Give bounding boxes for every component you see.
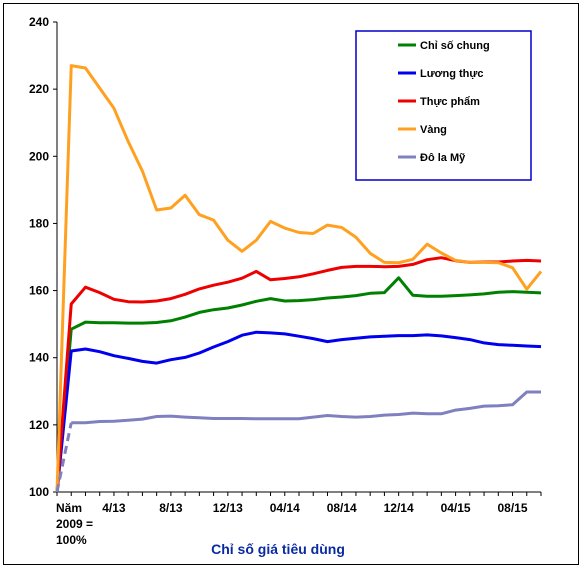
x-tick-label: 4/13 [102,501,126,515]
series-line [55,330,542,493]
y-axis-tick-labels: 100 120 140 160 180 200 220 240 [29,15,49,499]
x-tick-label-line: 2009 = [56,517,93,531]
y-tick-label: 160 [29,284,49,298]
legend-box [355,30,532,181]
y-tick-label: 100 [29,485,49,499]
x-tick-label-line: 4/13 [102,501,126,515]
legend-label: Vàng [420,124,447,136]
x-tick-label: 12/14 [384,501,414,515]
x-tick-label: 04/15 [441,501,471,515]
legend-label: Thực phẩm [420,96,480,108]
y-tick-label: 120 [29,418,49,432]
legend-label: Đô la Mỹ [420,152,466,164]
x-tick-label-line: Năm [56,501,82,515]
legend-label: Chỉ số chung [420,40,490,52]
y-tick-label: 240 [29,15,49,29]
series-line [71,390,541,425]
x-tick-label-line: 04/14 [270,501,300,515]
series-line-segment [55,422,73,493]
series-line [55,276,542,493]
series-line [55,256,542,493]
y-tick-label: 140 [29,351,49,365]
chart-frame [3,3,579,565]
legend-label: Lương thực [420,68,483,80]
y-tick-label: 200 [29,149,49,163]
x-axis-title: Chỉ số giá tiêu dùng [211,541,345,557]
x-axis-tick-labels: Năm 2009 = 100% 4/13 8/13 12/13 04/14 08/14 12/1… [56,501,528,547]
x-tick-label-line: 08/14 [327,501,357,515]
x-tick-label-line: 100% [56,533,87,547]
y-tick-label: 180 [29,216,49,230]
x-tick-label-line: 08/15 [498,501,528,515]
x-tick-label-line: 12/14 [384,501,414,515]
x-tick-label: 12/13 [213,501,243,515]
x-tick-label: 08/14 [327,501,357,515]
series-lines [55,64,543,493]
x-tick-label: Năm 2009 = 100% [56,501,93,547]
x-tick-label-line: 12/13 [213,501,243,515]
x-tick-label-line: 04/15 [441,501,471,515]
x-tick-label: 8/13 [159,501,183,515]
x-tick-label: 04/14 [270,501,300,515]
y-tick-label: 220 [29,82,49,96]
x-tick-label-line: 8/13 [159,501,183,515]
axes [53,21,542,496]
x-tick-label: 08/15 [498,501,528,515]
series-line [55,64,543,493]
legend: Chỉ số chung Lương thực Thực phẩm Vàng Đô la… [355,30,532,181]
